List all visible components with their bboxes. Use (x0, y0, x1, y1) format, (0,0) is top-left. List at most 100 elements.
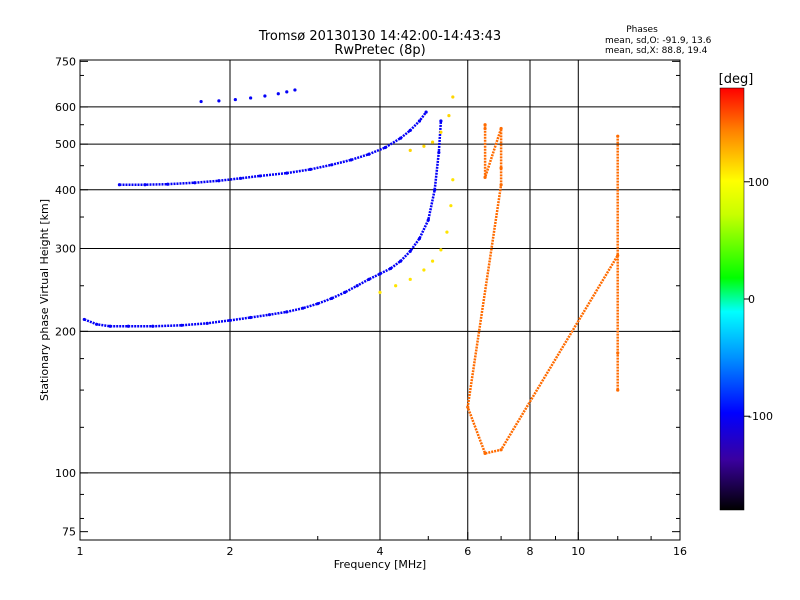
data-point (249, 96, 253, 100)
data-point (217, 99, 221, 103)
data-point (378, 290, 382, 294)
data-point (388, 266, 393, 271)
data-point (483, 123, 487, 127)
data-point (349, 158, 353, 162)
data-point (367, 277, 371, 281)
data-point (417, 119, 422, 123)
data-point (126, 324, 130, 328)
colorbar-ticks: 100 0 -100 (744, 176, 773, 423)
data-point (616, 253, 620, 258)
colorbar-label: [deg] (719, 72, 754, 87)
data-point (394, 284, 398, 288)
data-point (451, 95, 455, 99)
data-point (258, 174, 262, 178)
data-point (399, 259, 403, 263)
data-point (439, 248, 443, 252)
data-point (439, 130, 443, 134)
data-point (483, 126, 487, 131)
colorbar-tick-label: 0 (748, 293, 755, 306)
x-tick-label: 6 (464, 545, 471, 558)
data-point (499, 448, 503, 452)
x-tick-label: 16 (673, 545, 687, 558)
data-point (205, 321, 209, 325)
y-tick-label: 500 (55, 138, 76, 151)
y-tick-label: 750 (55, 55, 76, 68)
stats-line-o: mean, sd,O: -91.9, 13.6 (605, 36, 712, 46)
colorbar-tick-label: 100 (748, 176, 769, 189)
data-point (433, 188, 437, 192)
data-point (301, 306, 305, 310)
data-point (439, 119, 443, 123)
data-point (343, 290, 347, 294)
data-point (408, 277, 412, 281)
axis-ticks: 1 2 4 6 8 10 16 75 100 200 300 400 500 600 750 (55, 55, 687, 558)
data-point (399, 136, 403, 140)
chart-title: Tromsø 20130130 14:42:00-14:43:43 (258, 29, 501, 44)
data-point (430, 259, 435, 263)
colorbar-tick-label: -100 (748, 410, 773, 423)
y-tick-label: 600 (55, 101, 76, 114)
data-point (378, 272, 382, 276)
data-point (330, 296, 334, 300)
data-point (430, 140, 435, 144)
data-point (233, 97, 237, 102)
data-point (499, 126, 503, 131)
chart-subtitle: RwPretec (8p) (334, 43, 425, 58)
data-point (308, 167, 313, 171)
data-point (426, 218, 430, 222)
data-point (330, 163, 334, 167)
data-point (285, 310, 289, 314)
data-point (417, 236, 422, 241)
data-point (616, 351, 620, 355)
data-point (355, 284, 359, 288)
trace-line (83, 120, 443, 328)
data-point (267, 313, 272, 317)
y-tick-label: 100 (55, 467, 76, 480)
data-point (285, 171, 289, 175)
data-point (249, 315, 253, 320)
trace-line (119, 111, 428, 186)
data-point (117, 183, 122, 187)
data-point (466, 405, 470, 409)
stats-heading: Phases (626, 25, 658, 35)
data-point (293, 88, 297, 92)
data-point (316, 302, 320, 306)
data-point (367, 152, 371, 156)
data-point (616, 388, 620, 392)
y-tick-label: 200 (55, 325, 76, 338)
data-point (383, 145, 387, 150)
data-point (499, 166, 503, 170)
data-point (82, 317, 86, 322)
data-point (422, 144, 426, 148)
data-point (408, 128, 412, 132)
x-axis-label: Frequency [MHz] (334, 558, 426, 571)
data-point (217, 179, 221, 183)
y-tick-label: 400 (55, 184, 76, 197)
y-tick-label: 300 (55, 243, 76, 256)
data-point (151, 324, 155, 328)
stats-line-x: mean, sd,X: 88.8, 19.4 (605, 46, 708, 56)
x-tick-label: 8 (527, 545, 534, 558)
x-tick-label: 1 (77, 545, 84, 558)
data-point (199, 99, 203, 104)
data-point (449, 204, 453, 208)
data-point (408, 148, 412, 152)
data-point (445, 230, 449, 234)
x-tick-label: 10 (571, 545, 585, 558)
data-point (616, 134, 620, 138)
data-point (193, 181, 197, 185)
colorbar (719, 87, 745, 511)
trace-line (466, 124, 619, 455)
data-point (95, 322, 99, 326)
data-point (285, 90, 289, 94)
data-point (437, 150, 441, 155)
data-point (447, 114, 451, 118)
data-point (276, 92, 280, 96)
data-point (451, 178, 455, 182)
data-point (166, 182, 170, 186)
data-point (143, 183, 147, 187)
y-axis-label: Stationary phase Virtual Height [km] (38, 199, 51, 401)
data-point (228, 318, 232, 322)
grid-lines (80, 60, 680, 540)
